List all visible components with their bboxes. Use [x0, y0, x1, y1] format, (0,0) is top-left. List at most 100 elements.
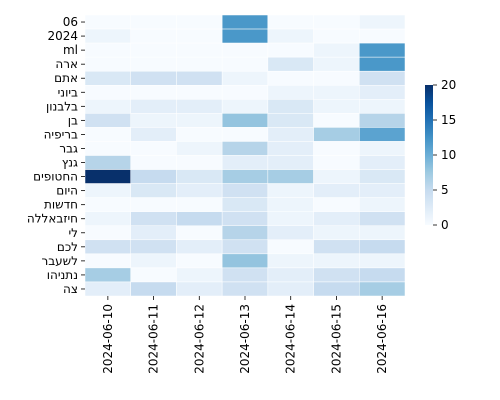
colorbar-tick-label: 0 — [441, 218, 449, 232]
heatmap-cell — [176, 14, 223, 30]
heatmap-cell — [130, 169, 177, 184]
colorbar-gradient — [425, 85, 433, 225]
heatmap-cell — [359, 197, 406, 212]
heatmap-cell — [313, 253, 360, 269]
heatmap-cell — [359, 239, 406, 255]
y-tick-label: ביוני — [58, 85, 78, 99]
heatmap-cell — [359, 42, 406, 58]
heatmap-cell — [267, 70, 314, 86]
y-tick-label: לשעבר — [41, 254, 78, 268]
heatmap-cell — [84, 127, 131, 142]
heatmap-cell — [221, 56, 269, 72]
heatmap-cell — [313, 183, 360, 198]
heatmap-cell — [130, 281, 177, 297]
heatmap-cell — [313, 281, 360, 297]
heatmap-cell — [221, 281, 269, 297]
heatmap-cell — [359, 56, 406, 72]
colorbar-tick-label: 20 — [441, 78, 456, 92]
heatmap-cell — [267, 267, 314, 283]
heatmap-cell — [267, 183, 314, 198]
y-tick-label: ml — [63, 43, 78, 57]
y-tick-label: בלבנון — [46, 99, 78, 113]
heatmap-cell — [359, 113, 406, 128]
heatmap-cell — [84, 211, 131, 226]
heatmap-cell — [130, 183, 177, 198]
heatmap-cell — [176, 253, 223, 269]
x-tick-label: 2024-06-12 — [192, 304, 206, 374]
heatmap-cell — [313, 239, 360, 255]
heatmap-cell — [130, 56, 177, 72]
heatmap-cell — [130, 197, 177, 212]
heatmap-cell — [221, 85, 269, 100]
heatmap-cell — [84, 99, 131, 114]
heatmap-cell — [221, 253, 269, 269]
heatmap-cell — [176, 56, 223, 72]
y-tick-label: בן — [68, 113, 78, 127]
x-axis: 2024-06-10 2024-06-11 2024-06-12 2024-06-13… — [101, 296, 389, 374]
heatmap-cell — [130, 211, 177, 226]
heatmap-cell — [130, 113, 177, 128]
y-tick-label: החטופים — [33, 170, 78, 184]
heatmap-cell — [313, 155, 360, 170]
x-tick-label: 2024-06-11 — [147, 304, 161, 374]
heatmap-cell — [130, 85, 177, 100]
heatmap-cell — [313, 127, 360, 142]
y-tick-label: לכם — [57, 240, 78, 254]
heatmap-cell — [84, 14, 131, 30]
heatmap-cell — [267, 239, 314, 255]
heatmap-cell — [359, 183, 406, 198]
heatmap-cell — [176, 28, 223, 44]
heatmap-cell — [221, 113, 269, 128]
x-tick-label: 2024-06-14 — [284, 304, 298, 374]
heatmap-cell — [313, 225, 360, 241]
heatmap-cell — [84, 239, 131, 255]
y-tick-label: גבר — [59, 141, 78, 155]
heatmap-cell — [359, 85, 406, 100]
heatmap-cell — [267, 169, 314, 184]
heatmap-cell — [84, 281, 131, 297]
colorbar: 0 5 10 15 20 — [425, 78, 456, 232]
heatmap-cell — [221, 14, 269, 30]
heatmap-cell — [221, 141, 269, 156]
heatmap-cell — [267, 225, 314, 241]
y-tick-label: גנץ — [62, 156, 78, 170]
heatmap-cell — [221, 169, 269, 184]
heatmap-cell — [84, 267, 131, 283]
heatmap-cell — [359, 169, 406, 184]
heatmap-cell — [313, 169, 360, 184]
heatmap-cell — [176, 113, 223, 128]
heatmap-cell — [130, 267, 177, 283]
heatmap-cell — [176, 225, 223, 241]
heatmap-cell — [84, 183, 131, 198]
heatmap-cells — [84, 14, 406, 297]
heatmap-cell — [176, 281, 223, 297]
heatmap-cell — [130, 141, 177, 156]
heatmap-cell — [267, 197, 314, 212]
heatmap-cell — [313, 113, 360, 128]
heatmap-cell — [84, 141, 131, 156]
heatmap-cell — [359, 253, 406, 269]
y-tick-label: 2024 — [47, 29, 78, 43]
colorbar-ticks: 0 5 10 15 20 — [433, 78, 456, 232]
y-tick-label: לי — [68, 226, 78, 240]
heatmap-cell — [176, 197, 223, 212]
heatmap-cell — [313, 197, 360, 212]
heatmap-cell — [267, 99, 314, 114]
heatmap-cell — [221, 28, 269, 44]
heatmap-cell — [84, 42, 131, 58]
heatmap-cell — [313, 211, 360, 226]
heatmap-cell — [221, 155, 269, 170]
heatmap-cell — [130, 155, 177, 170]
heatmap-cell — [359, 70, 406, 86]
heatmap-cell — [221, 239, 269, 255]
heatmap-cell — [84, 70, 131, 86]
heatmap-cell — [130, 70, 177, 86]
y-tick-label: חדשות — [44, 198, 78, 212]
heatmap-cell — [267, 113, 314, 128]
heatmap-cell — [313, 99, 360, 114]
heatmap-cell — [267, 42, 314, 58]
y-tick-label: ארה — [55, 57, 78, 71]
heatmap-cell — [359, 127, 406, 142]
heatmap-cell — [221, 211, 269, 226]
heatmap-cell — [359, 281, 406, 297]
